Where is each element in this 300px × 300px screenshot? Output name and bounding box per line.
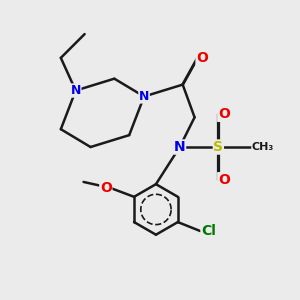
Text: N: N [139,90,149,103]
Text: O: O [218,173,230,187]
Text: S: S [213,140,224,154]
Text: N: N [70,84,81,97]
Text: N: N [174,140,185,154]
Text: O: O [100,181,112,195]
Text: CH₃: CH₃ [252,142,274,152]
Text: Cl: Cl [201,224,216,238]
Text: O: O [196,51,208,65]
Text: O: O [218,107,230,121]
